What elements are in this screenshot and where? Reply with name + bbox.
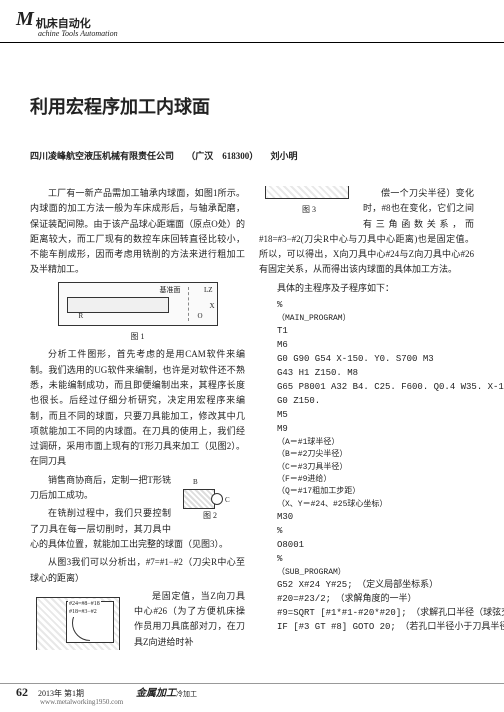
fig1-label: X — [209, 301, 214, 313]
paragraph: 具体的主程序及子程序如下： — [259, 281, 474, 296]
code-line: （C＝#3刀具半径） — [277, 462, 474, 474]
footer-url: www.metalworking1950.com — [40, 698, 488, 706]
code-block: %（MAIN_PROGRAM）T1M6G0 G90 G54 X-150. Y0.… — [277, 299, 474, 635]
code-line: （F＝#9进给） — [277, 474, 474, 486]
header-letter: M — [16, 8, 34, 31]
code-line: G0 Z150. — [277, 395, 474, 409]
code-line: （B＝#2刀尖半径） — [277, 449, 474, 461]
code-line: （A＝#1球半径） — [277, 437, 474, 449]
code-line: % — [277, 525, 474, 539]
code-line: （MAIN_PROGRAM） — [277, 313, 474, 325]
page-footer: 62 2013年 第1期 金属加工冷加工 www.metalworking195… — [0, 683, 504, 706]
figure-3-caption: 图 3 — [259, 203, 359, 217]
code-line: G43 H1 Z150. M8 — [277, 367, 474, 381]
code-line: #20=#23/2; （求解角度的一半） — [277, 593, 474, 607]
code-line: % — [277, 553, 474, 567]
fig2-label: B — [193, 477, 198, 489]
author-company: 四川凌峰航空液压机械有限责任公司 — [30, 151, 174, 161]
footer-issue: 2013年 第1期 — [38, 689, 84, 698]
paragraph: 分析工件图形，首先考虑的是用CAM软件来编制。我们选用的UG软件来编制，也许是对… — [30, 347, 245, 469]
footer-sub: 冷加工 — [176, 690, 197, 698]
fig1-label: 基准面 — [160, 285, 181, 297]
code-line: O8001 — [277, 539, 474, 553]
fig1-label: LZ — [204, 285, 213, 297]
fig2-label: C — [225, 495, 230, 507]
code-line: G65 P8001 A32 B4. C25. F600. Q0.4 W35. X… — [277, 381, 474, 395]
page-number: 62 — [16, 685, 28, 700]
fig1-label: O — [197, 311, 202, 323]
figure-2-caption: 图 2 — [175, 509, 245, 523]
figure-1-caption: 图 1 — [30, 330, 245, 344]
paragraph: 工厂有一新产品需加工轴承内球面，如图1所示。内球面的加工方法一般为车床成形后，与… — [30, 186, 245, 278]
author-location: （广汉 618300） — [186, 151, 258, 161]
fig3-label: #18=#3−#2 — [68, 607, 98, 617]
code-line: T1 — [277, 325, 474, 339]
figure-1: 基准面 LZ X O R 图 1 — [30, 282, 245, 344]
code-line: #9=SQRT [#1*#1-#20*#20]; （求解孔口半径（球弦交点深度]… — [277, 607, 474, 621]
code-line: M6 — [277, 339, 474, 353]
footer-magazine: 金属加工 — [136, 688, 176, 699]
author-name: 刘小明 — [271, 151, 298, 161]
code-line: M30 — [277, 511, 474, 525]
code-line: IF [#3 GT #8] GOTO 20; （若孔口半径小于刀具半径，跳转输出… — [277, 621, 474, 635]
code-line: M9 — [277, 423, 474, 437]
article-title: 利用宏程序加工内球面 — [30, 93, 474, 119]
header-en: achine Tools Automation — [38, 29, 488, 38]
code-line: G0 G90 G54 X-150. Y0. S700 M3 — [277, 353, 474, 367]
code-line: M5 — [277, 409, 474, 423]
code-line: G52 X#24 Y#25; （定义局部坐标系） — [277, 579, 474, 593]
code-line: （X、Y＝#24、#25球心坐标） — [277, 499, 474, 511]
code-line: （SUB_PROGRAM） — [277, 567, 474, 579]
fig1-label: R — [79, 311, 84, 323]
figure-2: B C 图 2 — [175, 475, 245, 525]
paragraph: 从图3我们可以分析出，#7=#1−#2（刀尖R中心至球心的距离） — [30, 555, 245, 586]
code-line: % — [277, 299, 474, 313]
code-line: （Q＝#17粗加工步距） — [277, 486, 474, 498]
